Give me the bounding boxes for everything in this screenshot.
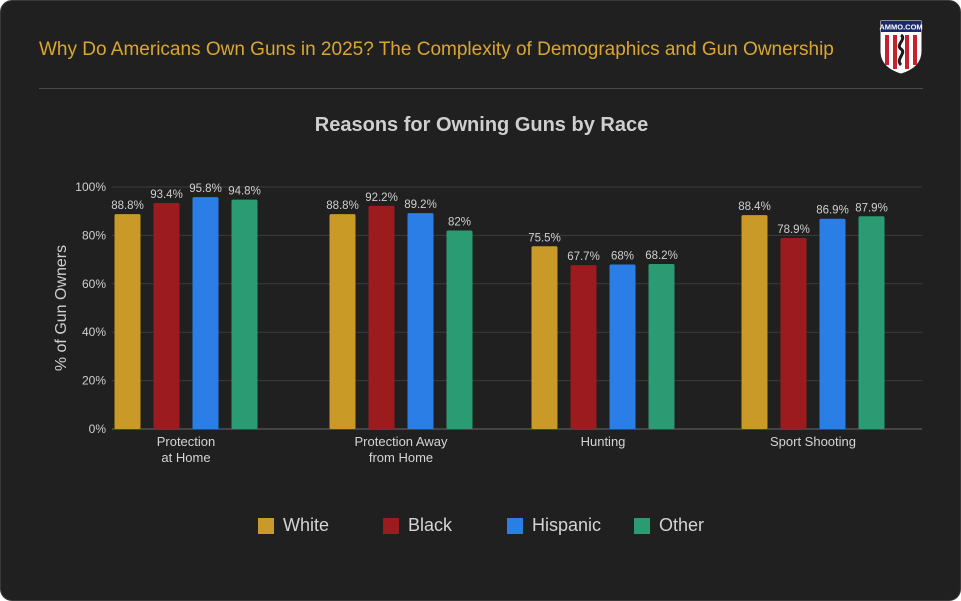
data-label: 95.8% xyxy=(189,183,222,195)
data-label: 68% xyxy=(611,250,634,262)
bar xyxy=(819,218,846,429)
x-tick-label: from Home xyxy=(369,450,433,465)
data-label: 94.8% xyxy=(228,186,261,198)
y-tick-label: 20% xyxy=(82,374,106,388)
data-label: 86.9% xyxy=(816,205,849,217)
legend-swatch xyxy=(258,517,274,534)
header-divider xyxy=(39,88,923,89)
bar xyxy=(741,215,768,429)
data-label: 75.5% xyxy=(528,232,561,244)
legend-swatch xyxy=(507,517,523,534)
bar xyxy=(780,238,807,429)
legend-label: White xyxy=(283,515,330,535)
data-label: 93.4% xyxy=(150,189,183,201)
bar xyxy=(114,214,141,429)
data-label: 68.2% xyxy=(645,250,678,262)
legend-label: Hispanic xyxy=(532,515,602,535)
data-label: 88.8% xyxy=(326,200,359,212)
bar xyxy=(329,214,356,429)
legend-swatch xyxy=(383,517,399,534)
y-tick-label: 80% xyxy=(82,228,106,242)
x-tick-label: Sport Shooting xyxy=(770,434,856,449)
legend-item-hispanic[interactable]: Hispanic xyxy=(507,515,601,536)
page-title: Why Do Americans Own Guns in 2025? The C… xyxy=(39,39,834,60)
data-label: 67.7% xyxy=(567,251,600,263)
data-label: 92.2% xyxy=(365,192,398,204)
data-label: 88.4% xyxy=(738,201,771,213)
bar xyxy=(609,264,636,429)
data-label: 87.9% xyxy=(855,202,888,214)
bar xyxy=(192,197,219,429)
y-tick-label: 40% xyxy=(82,325,106,339)
x-tick-label: Protection xyxy=(157,434,216,449)
bar xyxy=(570,265,597,429)
legend-item-black[interactable]: Black xyxy=(383,515,452,536)
x-tick-label: Protection Away xyxy=(355,434,448,449)
y-tick-label: 100% xyxy=(75,180,106,194)
x-tick-label: Hunting xyxy=(581,434,626,449)
bar xyxy=(446,230,473,429)
data-label: 88.8% xyxy=(111,200,144,212)
bar xyxy=(368,205,395,429)
legend-item-white[interactable]: White xyxy=(258,515,329,536)
y-tick-label: 60% xyxy=(82,277,106,291)
bar xyxy=(648,263,675,429)
logo-text: AMMO.COM xyxy=(879,23,922,32)
ammo-logo-icon[interactable]: AMMO.COM xyxy=(877,17,925,75)
legend-swatch xyxy=(634,517,650,534)
data-label: 89.2% xyxy=(404,199,437,211)
data-label: 82% xyxy=(448,217,471,229)
chart-legend: White Black Hispanic Other xyxy=(0,515,961,539)
bar xyxy=(153,202,180,429)
legend-label: Black xyxy=(408,515,453,535)
legend-label: Other xyxy=(659,515,705,535)
y-axis-title: % of Gun Owners xyxy=(53,245,70,371)
data-label: 78.9% xyxy=(777,224,810,236)
y-tick-label: 0% xyxy=(89,422,107,436)
legend-item-other[interactable]: Other xyxy=(634,515,704,536)
chart-title: Reasons for Owning Guns by Race xyxy=(314,114,649,136)
bar xyxy=(407,213,434,429)
bar xyxy=(231,199,258,429)
x-tick-label: at Home xyxy=(161,450,210,465)
bar xyxy=(858,216,885,429)
bar xyxy=(531,246,558,429)
